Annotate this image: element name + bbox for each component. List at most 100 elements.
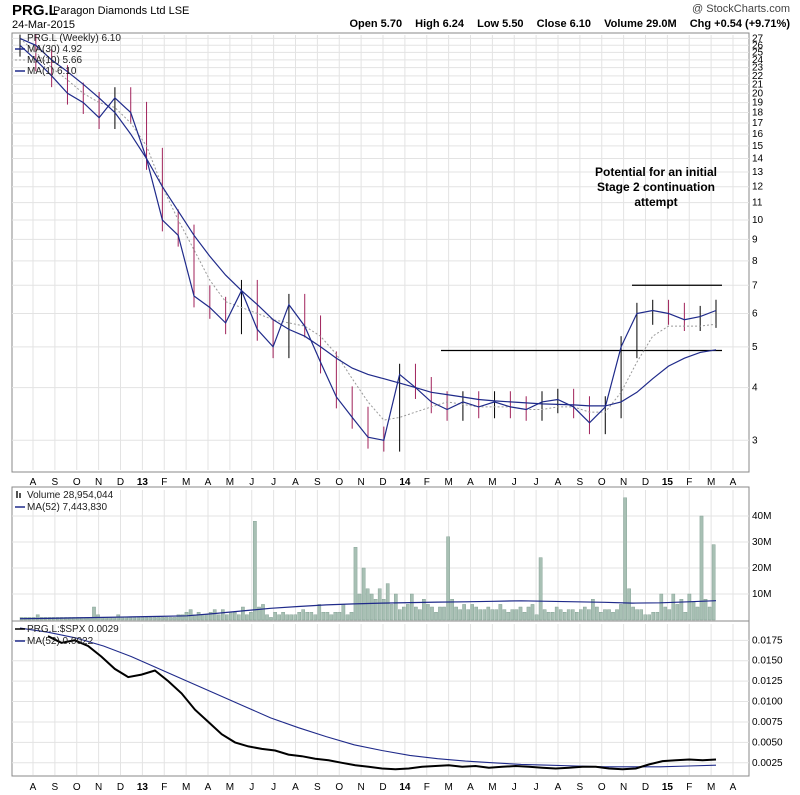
- series-lines: [19, 37, 722, 771]
- price-tick-label: 4: [752, 383, 758, 394]
- x-tick-label: D: [117, 477, 124, 488]
- x-tick-label: J: [534, 477, 539, 488]
- volume-bar: [667, 609, 672, 621]
- volume-bar: [454, 606, 458, 621]
- volume-bar: [651, 612, 655, 621]
- volume-bar: [249, 612, 253, 621]
- volume-bar: [659, 593, 664, 621]
- legend-ma1: MA(1) 6.10: [27, 66, 77, 77]
- volume-bar: [711, 544, 716, 621]
- volume-bar: [289, 614, 293, 621]
- x-tick-label: D: [379, 477, 386, 488]
- volume-bar: [301, 609, 306, 621]
- volume-bar: [241, 606, 245, 621]
- volume-bar: [562, 612, 567, 621]
- volume-tick-label: 20M: [752, 563, 771, 574]
- volume-bar: [385, 583, 390, 621]
- price-tick-label: 10: [752, 215, 764, 226]
- volume-bar: [204, 614, 209, 621]
- volume-bar: [402, 606, 406, 621]
- volume-bar: [434, 612, 438, 621]
- price-tick-label: 12: [752, 182, 764, 193]
- x-tick-label-bottom: M: [707, 782, 715, 793]
- volume-bar: [156, 617, 161, 621]
- x-tick-label-bottom: 14: [399, 782, 411, 793]
- x-tick-label: A: [467, 477, 474, 488]
- x-tick-label: A: [292, 477, 299, 488]
- volume-bar: [208, 612, 213, 621]
- close-value: Close 6.10: [536, 18, 592, 30]
- ma30-line: [19, 37, 717, 407]
- volume-bar: [498, 604, 503, 621]
- volume-bar: [450, 599, 454, 621]
- volume-tick-label: 40M: [752, 511, 771, 522]
- volume-bar: [132, 617, 137, 621]
- volume-bar: [554, 606, 559, 621]
- x-tick-label: 15: [662, 477, 674, 488]
- volume-bar: [462, 604, 466, 621]
- volume-bar: [313, 614, 318, 621]
- legend-vma52: MA(52) 7,443,830: [27, 502, 107, 513]
- annotation-line-2: Stage 2 continuation: [597, 180, 715, 194]
- x-tick-label: M: [707, 477, 715, 488]
- volume-bars: [19, 497, 716, 621]
- volume-bar: [422, 599, 426, 621]
- volume-bar: [136, 617, 141, 621]
- volume-bar: [224, 614, 229, 621]
- volume-bar: [317, 604, 322, 621]
- volume-bar: [687, 593, 692, 621]
- volume-bar: [172, 617, 177, 621]
- x-tick-label-bottom: F: [424, 782, 430, 793]
- volume-bar: [502, 609, 507, 621]
- volume-bar: [530, 604, 535, 621]
- axis-labels: A A S S O O N N D D 13 13 F F M M A A M M J J J J A A S S O O N N D D 14 14…: [30, 33, 783, 793]
- ratio-panel: [11, 620, 750, 777]
- volume-bar: [571, 609, 575, 621]
- volume-bar: [196, 612, 201, 621]
- volume-bar: [168, 617, 173, 621]
- volume-bar: [707, 606, 712, 621]
- volume-bar: [337, 612, 342, 621]
- volume-bar: [418, 609, 422, 621]
- ratio-tick-label: 0.0100: [752, 697, 783, 708]
- x-tick-label: J: [271, 477, 276, 488]
- volume-bar: [398, 609, 402, 621]
- ratio-tick-label: 0.0075: [752, 717, 783, 728]
- volume-tick-label: 10M: [752, 589, 771, 600]
- x-tick-label: N: [358, 477, 365, 488]
- volume-bar: [269, 617, 273, 621]
- watermark: @ StockCharts.com: [692, 3, 790, 15]
- x-tick-label-bottom: D: [642, 782, 649, 793]
- volume-bar: [703, 599, 708, 621]
- volume-bar: [349, 612, 354, 621]
- price-tick-label: 15: [752, 141, 764, 152]
- price-tick-label: 13: [752, 167, 764, 178]
- x-tick-label-bottom: A: [730, 782, 737, 793]
- x-tick-label-bottom: S: [577, 782, 584, 793]
- volume-bar: [639, 609, 643, 621]
- volume-bar: [671, 593, 676, 621]
- volume-bar: [482, 609, 487, 621]
- x-tick-label-bottom: O: [335, 782, 343, 793]
- volume-bar: [655, 612, 660, 621]
- x-tick-label: O: [73, 477, 81, 488]
- x-tick-label-bottom: N: [95, 782, 102, 793]
- x-tick-label-bottom: J: [534, 782, 539, 793]
- x-tick-label: M: [444, 477, 452, 488]
- x-tick-label: J: [512, 477, 517, 488]
- volume-bar: [120, 617, 124, 621]
- x-tick-label-bottom: S: [52, 782, 59, 793]
- volume-bar: [293, 614, 298, 621]
- ma10-line: [19, 38, 717, 421]
- x-tick-label-bottom: N: [620, 782, 627, 793]
- exchange-label: LSE: [168, 5, 190, 17]
- x-tick-label: A: [205, 477, 212, 488]
- ratio-tick-label: 0.0025: [752, 758, 783, 769]
- x-tick-label-bottom: M: [444, 782, 452, 793]
- x-tick-label: O: [335, 477, 343, 488]
- volume-bar: [490, 609, 495, 621]
- volume-bar: [236, 614, 241, 621]
- x-tick-label-bottom: A: [292, 782, 299, 793]
- price-tick-label: 27: [752, 33, 764, 44]
- volume-bar: [220, 609, 225, 621]
